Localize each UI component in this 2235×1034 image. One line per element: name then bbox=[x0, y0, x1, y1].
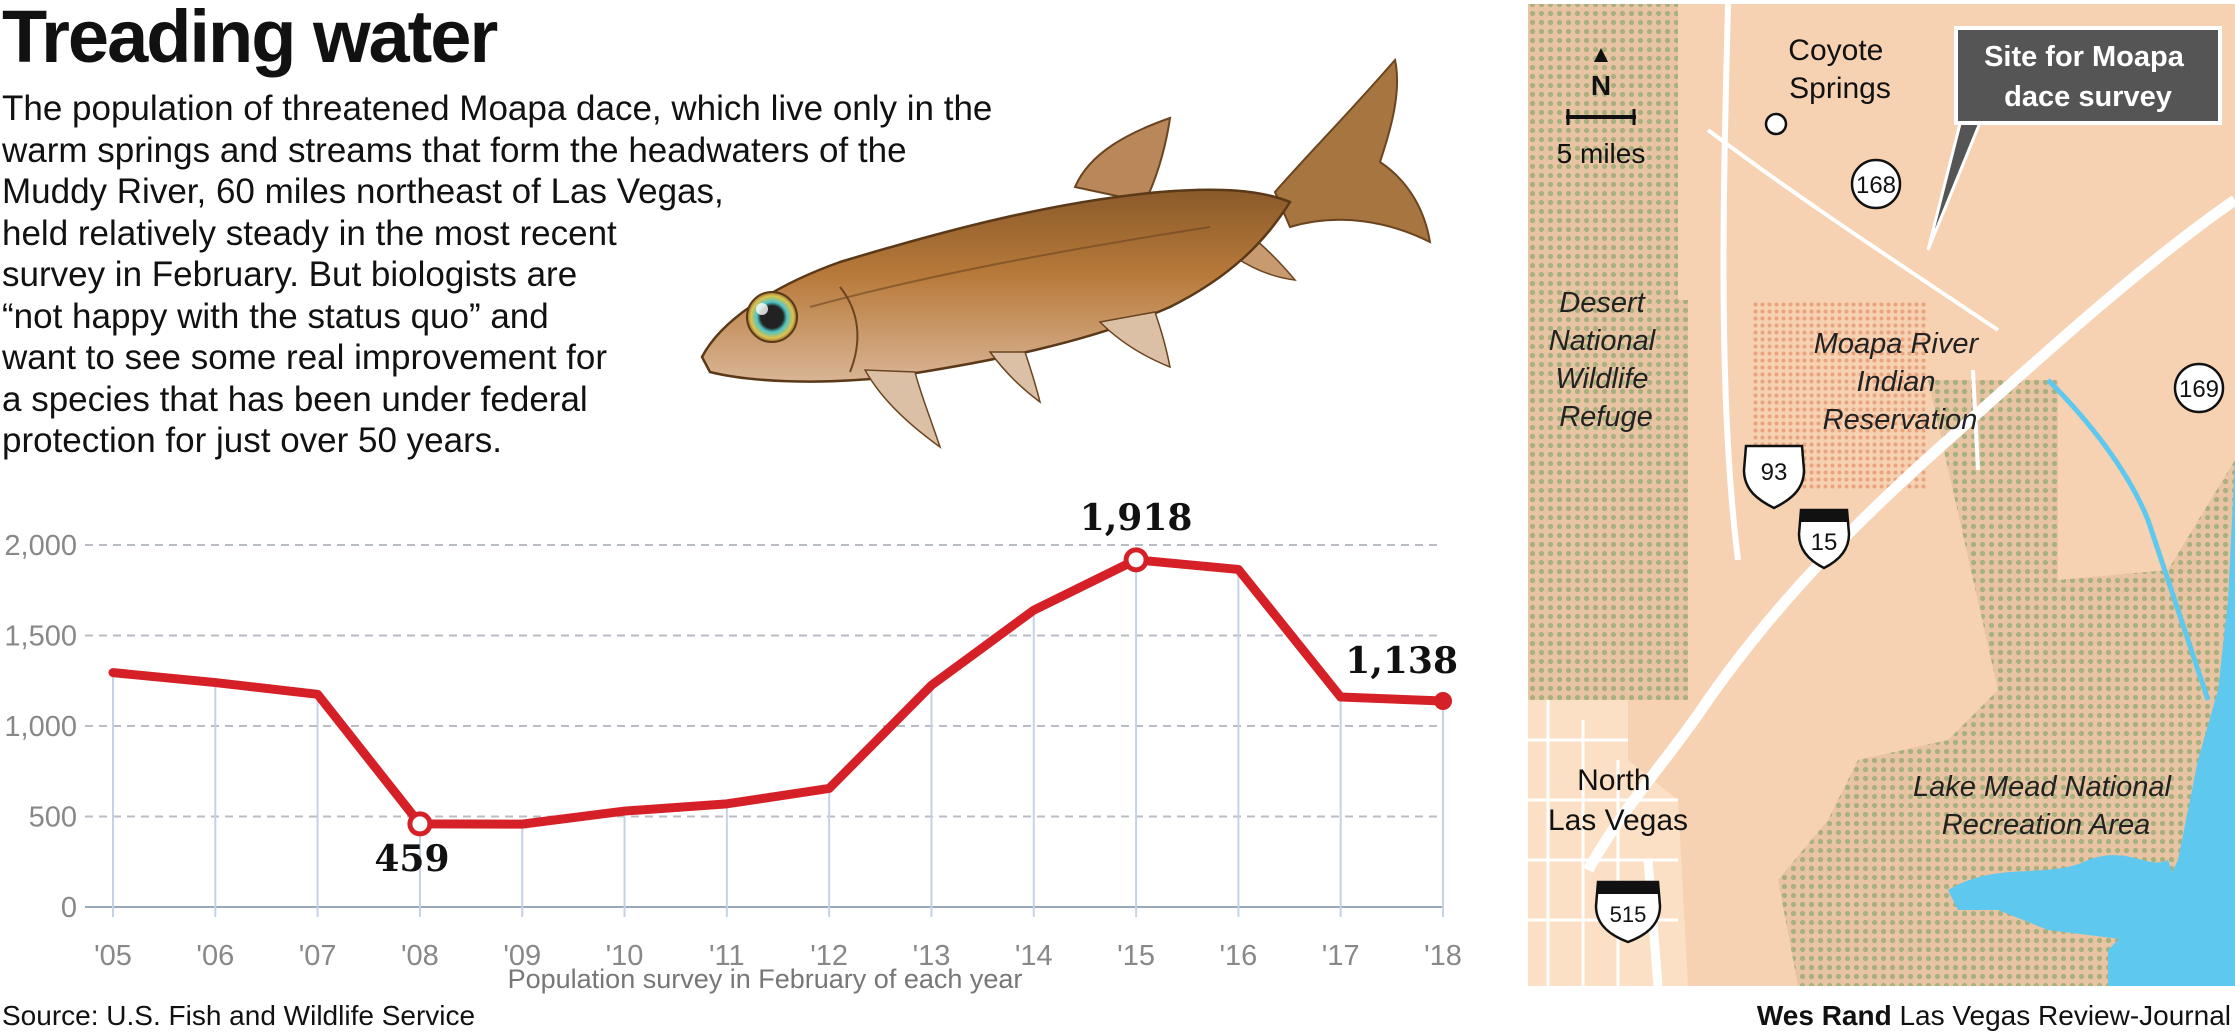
data-point-marker bbox=[1434, 692, 1452, 711]
road-168 bbox=[1706, 128, 2000, 332]
x-tick-label: '12 bbox=[810, 940, 848, 972]
credit-org: Las Vegas Review-Journal bbox=[1899, 1000, 2231, 1031]
moapa-reservation-area bbox=[1753, 300, 1928, 490]
coyote-springs-marker bbox=[1764, 112, 1788, 136]
us-93-shield: 93 bbox=[1742, 444, 1806, 510]
y-tick-label: 2,000 bbox=[4, 530, 77, 562]
coyote-springs-label: Coyote Springs bbox=[1788, 34, 1891, 105]
x-tick-label: '17 bbox=[1322, 940, 1360, 972]
fish-dorsal-fin bbox=[1073, 116, 1172, 204]
population-series-line bbox=[108, 555, 1448, 829]
north-las-vegas-label: North Las Vegas bbox=[1548, 764, 1688, 837]
north-label: N bbox=[1591, 70, 1611, 101]
page-title: Treading water bbox=[2, 0, 498, 78]
moapa-reservation-label: Moapa River Indian Reservation bbox=[1814, 328, 1986, 436]
fish-tail bbox=[1273, 57, 1432, 244]
x-axis-title: Population survey in February of each ye… bbox=[508, 964, 1023, 994]
data-point-marker bbox=[407, 811, 433, 837]
intro-line: held relatively steady in the most recen… bbox=[2, 213, 617, 253]
x-tick-label: '10 bbox=[606, 940, 644, 972]
x-tick-label: '07 bbox=[299, 940, 337, 972]
route-168-shield: 168 bbox=[1850, 158, 1902, 210]
intro-line: “not happy with the status quo” and bbox=[2, 296, 549, 336]
intro-text: The population of threatened Moapa dace,… bbox=[2, 88, 1042, 462]
intro-line: The population of threatened Moapa dace,… bbox=[2, 89, 993, 128]
x-tick-label: '15 bbox=[1117, 940, 1155, 972]
moapa-dace-illustration bbox=[700, 57, 1432, 449]
svg-text:93: 93 bbox=[1761, 459, 1788, 486]
intro-line: a species that has been under federal bbox=[2, 379, 588, 419]
data-label: 459 bbox=[374, 838, 449, 880]
x-tick-label: '14 bbox=[1015, 940, 1053, 972]
x-tick-label: '06 bbox=[196, 940, 234, 972]
svg-text:169: 169 bbox=[2179, 376, 2219, 403]
scale-label: 5 miles bbox=[1557, 138, 1646, 169]
credit-name: Wes Rand bbox=[1756, 1000, 1892, 1031]
population-line-chart: 0 500 1,000 1,500 2,000 '05 '06 '07 '08 '09 '10 '1… bbox=[4, 497, 1462, 994]
svg-text:168: 168 bbox=[1856, 172, 1896, 199]
interstate-515-shield: 515 bbox=[1594, 880, 1662, 944]
site-callout-label: Site for Moapa dace survey bbox=[1984, 41, 2192, 113]
y-tick-label: 1,000 bbox=[4, 711, 77, 743]
x-tick-label: '11 bbox=[709, 940, 745, 972]
data-point-marker bbox=[1123, 547, 1149, 573]
x-tick-label: '08 bbox=[401, 940, 439, 972]
intro-line: Muddy River, 60 miles northeast of Las V… bbox=[2, 172, 724, 211]
x-tick-label: '18 bbox=[1424, 940, 1462, 972]
source-note: Source: U.S. Fish and Wildlife Service bbox=[2, 1000, 476, 1031]
data-label: 1,138 bbox=[1345, 640, 1458, 682]
lake-mead-water bbox=[2108, 460, 2235, 986]
site-callout-box bbox=[1954, 26, 2222, 125]
road-93 bbox=[1720, 4, 1741, 561]
intro-line: warm springs and streams that form the h… bbox=[2, 130, 907, 170]
svg-text:515: 515 bbox=[1610, 902, 1647, 927]
y-tick-label: 1,500 bbox=[4, 621, 77, 653]
desert-refuge-label: Desert National Wildlife Refuge bbox=[1549, 287, 1663, 433]
road-169 bbox=[1971, 369, 1980, 471]
intro-line: survey in February. But biologists are bbox=[2, 255, 578, 294]
intro-line: want to see some real improvement for bbox=[2, 338, 607, 377]
svg-text:15: 15 bbox=[1811, 529, 1838, 556]
interstate-15 bbox=[1583, 195, 2235, 873]
data-label: 1,918 bbox=[1080, 497, 1193, 539]
y-tick-label: 500 bbox=[29, 802, 77, 834]
credit-line: Wes Rand Las Vegas Review-Journal bbox=[1757, 1000, 2231, 1032]
fish-pectoral-fin bbox=[863, 369, 942, 449]
desert-refuge-area bbox=[1528, 4, 1688, 700]
moapa-area-map: N 5 miles Coyote Springs Site for Moapa … bbox=[1528, 4, 2235, 986]
fish-eye bbox=[746, 291, 798, 343]
lake-mead-area bbox=[1778, 380, 2235, 986]
interstate-15-shield: 15 bbox=[1797, 508, 1851, 570]
x-tick-label: '13 bbox=[913, 940, 951, 972]
y-tick-label: 0 bbox=[61, 892, 77, 924]
route-169-shield: 169 bbox=[2173, 362, 2225, 414]
lake-mead-label: Lake Mead National Recreation Area bbox=[1913, 771, 2179, 841]
x-tick-label: '16 bbox=[1219, 940, 1257, 972]
x-tick-label: '05 bbox=[94, 940, 132, 972]
intro-line: protection for just over 50 years. bbox=[2, 421, 502, 460]
x-tick-label: '09 bbox=[503, 940, 541, 972]
scale-bar: N 5 miles bbox=[1557, 48, 1646, 169]
